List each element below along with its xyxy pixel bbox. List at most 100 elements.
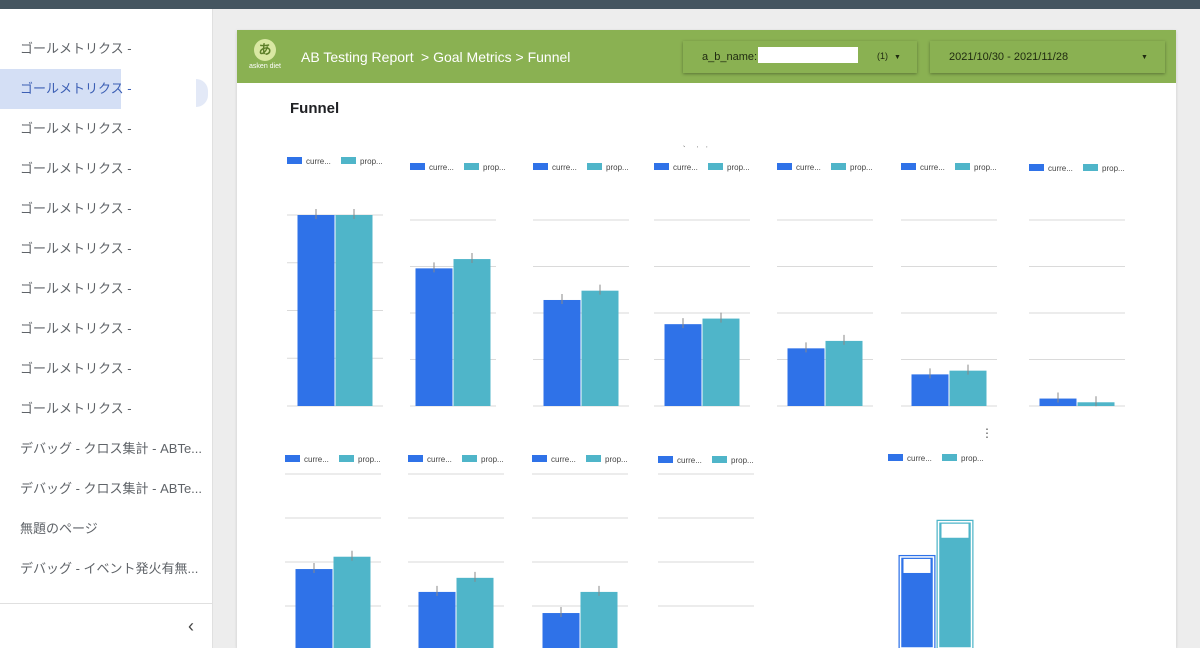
bar [335,215,373,406]
ab-name-filter[interactable]: a_b_name: (1) ▼ [683,41,917,73]
nav-item-goal-metrics-6[interactable]: ゴールメトリクス - [20,241,132,256]
asken-logo: あ asken diet [248,39,282,77]
dropdown-caret-icon: ▼ [894,54,901,61]
legend-label: curre... [304,455,329,464]
legend-label: curre... [552,163,577,172]
legend-label: curre... [796,163,821,172]
legend-label: prop... [961,454,984,463]
legend-label: prop... [481,455,504,464]
bar [664,324,702,406]
dropdown-caret-icon: ▼ [1141,54,1148,61]
report-header: あ asken diet AB Testing Report > Goal Me… [237,30,1176,83]
nav-item-goal-metrics-8[interactable]: ゴールメトリクス - [20,321,132,336]
funnel-charts: curre... prop... curre... prop... curre... pr… [285,157,1125,648]
breadcrumb: > Goal Metrics > Funnel [421,49,571,65]
legend-swatch [339,455,354,462]
legend-swatch [658,456,673,463]
nav-item-goal-metrics-10[interactable]: ゴールメトリクス - [20,401,132,416]
logo-mark-icon: あ [254,39,276,61]
legend-swatch [1083,164,1098,171]
legend-label: prop... [850,163,873,172]
legend-swatch [587,163,602,170]
nav-item-goal-metrics-2[interactable]: ゴールメトリクス - [0,69,132,109]
nav-item-goal-metrics-4[interactable]: ゴールメトリクス - [20,161,132,176]
legend-swatch [287,157,302,164]
nav-item-untitled-page[interactable]: 無題のページ [20,521,98,536]
legend-label: prop... [731,456,754,465]
sidebar-divider [0,603,213,604]
active-page-indicator [196,79,208,107]
ab-name-value [758,47,858,63]
legend-swatch [654,163,669,170]
legend-swatch [532,455,547,462]
bar [542,613,580,648]
legend-label: prop... [605,455,628,464]
legend-label: prop... [483,163,506,172]
legend-swatch [410,163,425,170]
bar [295,569,333,648]
legend-swatch [533,163,548,170]
more-options-icon[interactable]: ⋮ [981,426,993,440]
legend-label: curre... [306,157,331,166]
nav-item-goal-metrics-3[interactable]: ゴールメトリクス - [20,121,132,136]
legend-swatch [831,163,846,170]
nav-item-goal-metrics-9[interactable]: ゴールメトリクス - [20,361,132,376]
legend-label: prop... [360,157,383,166]
legend-label: prop... [1102,164,1125,173]
bar [297,215,335,406]
legend-label: curre... [429,163,454,172]
legend-label: prop... [974,163,997,172]
section-title: Funnel [290,100,340,117]
nav-item-goal-metrics-5[interactable]: ゴールメトリクス - [20,201,132,216]
bar-outline [899,556,935,648]
window-top-bar [0,0,1200,9]
legend-swatch [712,456,727,463]
legend-label: curre... [427,455,452,464]
legend-label: curre... [551,455,576,464]
date-range-picker[interactable]: 2021/10/30 - 2021/11/28 ▼ [930,41,1165,73]
legend-swatch [708,163,723,170]
ab-name-count: (1) [877,51,888,61]
legend-label: curre... [1048,164,1073,173]
bar [702,318,740,406]
legend-swatch [888,454,903,461]
logo-text: asken diet [249,63,281,70]
nav-item-goal-metrics-7[interactable]: ゴールメトリクス - [20,281,132,296]
legend-swatch [586,455,601,462]
bar [456,577,494,648]
bar [825,340,863,406]
legend-swatch [462,455,477,462]
bar [581,290,619,406]
nav-item-debug-cross-1[interactable]: デバッグ - クロス集計 - ABTe... [20,441,203,456]
nav-item-goal-metrics-1[interactable]: ゴールメトリクス - [20,41,132,56]
legend-swatch [408,455,423,462]
date-range-value: 2021/10/30 - 2021/11/28 [949,51,1069,63]
bar [936,519,974,648]
legend-label: curre... [907,454,932,463]
legend-label: prop... [358,455,381,464]
legend-swatch [341,157,356,164]
legend-label: curre... [677,456,702,465]
bar [418,591,456,648]
legend-swatch [777,163,792,170]
bar [580,591,618,648]
bar [949,370,987,406]
chevron-left-icon[interactable]: ‹ [188,616,194,636]
legend-swatch [464,163,479,170]
nav-item-debug-cross-2[interactable]: デバッグ - クロス集計 - ABTe... [20,481,203,496]
report-canvas: あ asken diet AB Testing Report > Goal Me… [237,30,1176,648]
bar [911,374,949,406]
data-label-box [941,523,969,538]
legend-label: prop... [727,163,750,172]
bar [453,259,491,406]
legend-swatch [955,163,970,170]
bar [787,348,825,406]
legend-swatch [285,455,300,462]
ab-name-label: a_b_name: [702,51,758,63]
bar [333,556,371,648]
legend-label: curre... [673,163,698,172]
bar [415,268,453,406]
report-title: AB Testing Report [301,49,414,65]
nav-item-debug-event[interactable]: デバッグ - イベント発火有無... [20,561,199,576]
legend-label: prop... [606,163,629,172]
